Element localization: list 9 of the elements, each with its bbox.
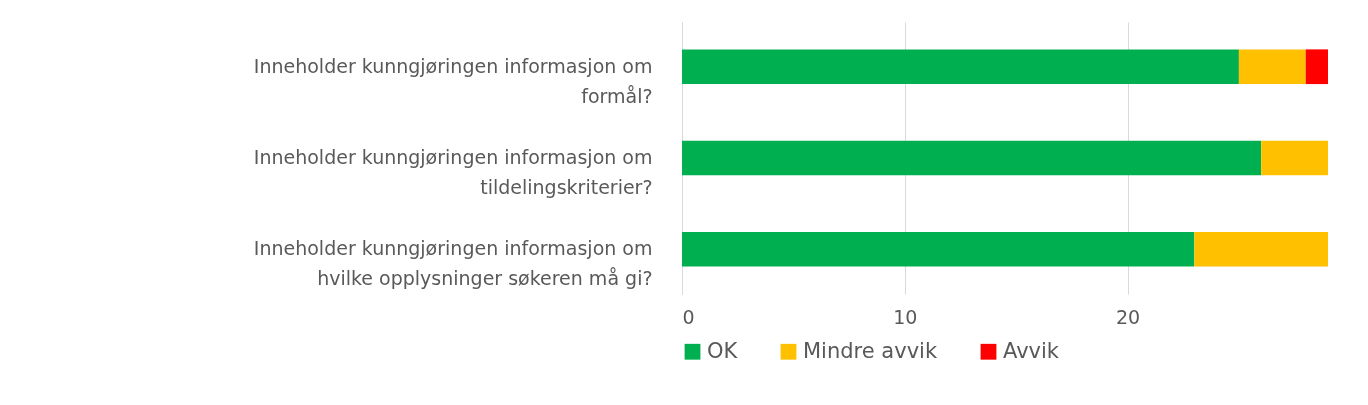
legend-label: Avvik xyxy=(1003,338,1060,363)
y-tick-label: Inneholder kunngjøringen informasjon om tildelingskriterier? xyxy=(253,146,653,198)
x-tick-label: 20 xyxy=(1115,305,1141,328)
y-tick-label: Inneholder kunngjøringen informasjon om formål? xyxy=(253,54,653,107)
x-tick-label: 10 xyxy=(893,305,918,328)
legend-label: OK xyxy=(707,338,739,363)
x-tick-label: 0 xyxy=(682,305,695,328)
legend-label: Mindre avvik xyxy=(803,338,938,363)
y-tick-label: Inneholder kunngjøringen informasjon om hvilke opplysninger søkeren må gi? xyxy=(253,237,653,290)
